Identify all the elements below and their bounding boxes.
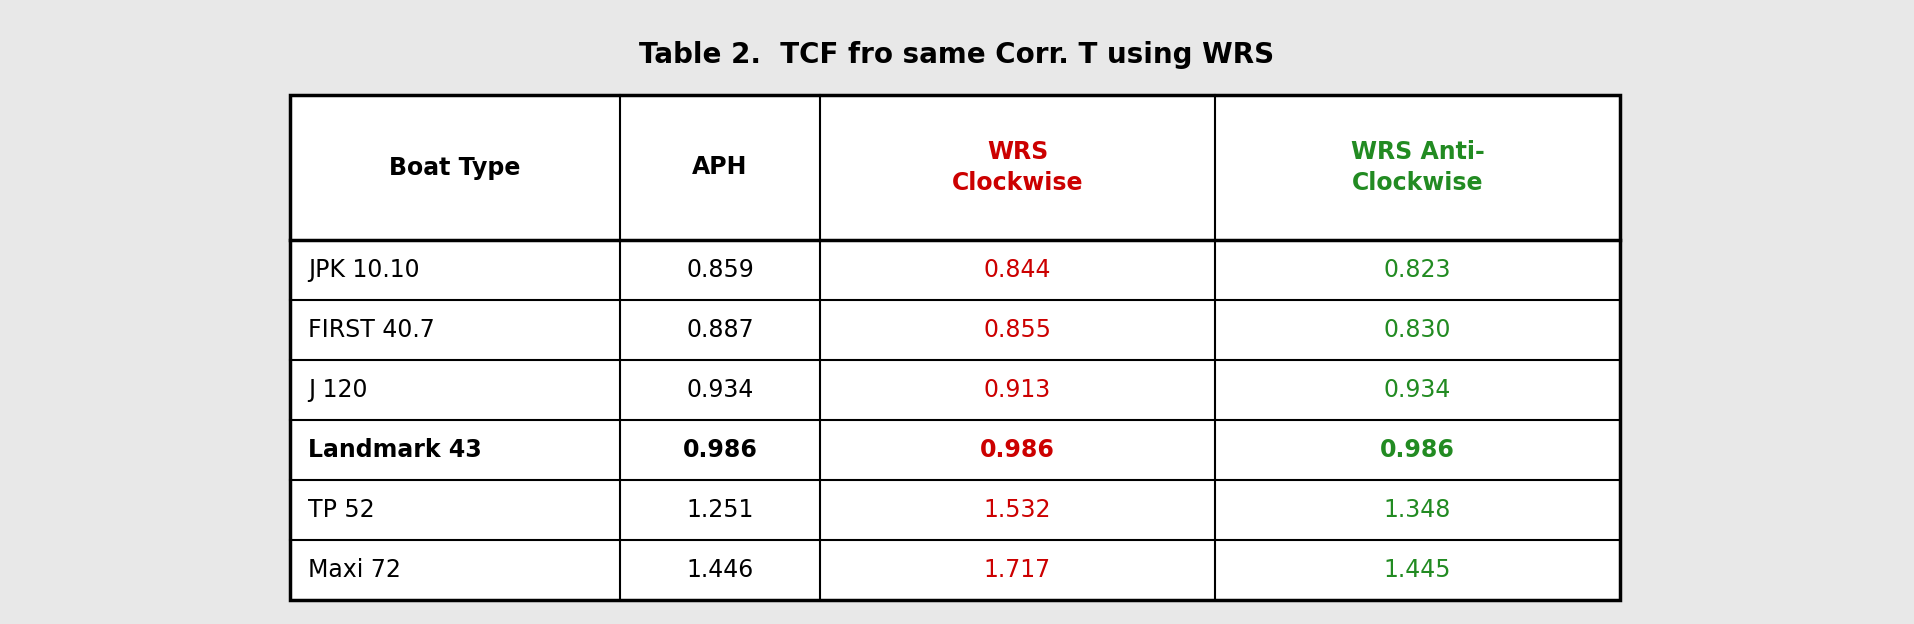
Text: 1.446: 1.446 (687, 558, 754, 582)
Text: Boat Type: Boat Type (389, 155, 521, 180)
Text: 0.844: 0.844 (984, 258, 1051, 282)
Text: 1.532: 1.532 (984, 498, 1051, 522)
Text: 0.986: 0.986 (980, 438, 1055, 462)
Text: 0.934: 0.934 (1384, 378, 1451, 402)
Text: WRS
Clockwise: WRS Clockwise (951, 140, 1083, 195)
Text: Maxi 72: Maxi 72 (308, 558, 400, 582)
Text: 0.859: 0.859 (685, 258, 754, 282)
Text: 1.348: 1.348 (1384, 498, 1451, 522)
Text: 1.717: 1.717 (984, 558, 1051, 582)
Text: 0.986: 0.986 (1380, 438, 1455, 462)
Text: Table 2.  TCF fro same Corr. T using WRS: Table 2. TCF fro same Corr. T using WRS (639, 41, 1275, 69)
Text: TP 52: TP 52 (308, 498, 375, 522)
Text: Landmark 43: Landmark 43 (308, 438, 482, 462)
Text: 0.913: 0.913 (984, 378, 1051, 402)
Text: JPK 10.10: JPK 10.10 (308, 258, 419, 282)
Text: 0.934: 0.934 (687, 378, 754, 402)
Text: FIRST 40.7: FIRST 40.7 (308, 318, 434, 342)
Text: WRS Anti-
Clockwise: WRS Anti- Clockwise (1351, 140, 1485, 195)
Text: 0.887: 0.887 (687, 318, 754, 342)
Text: J 120: J 120 (308, 378, 367, 402)
Text: 0.830: 0.830 (1384, 318, 1451, 342)
Bar (291, 95, 1619, 600)
Text: 0.986: 0.986 (683, 438, 758, 462)
Text: 0.823: 0.823 (1384, 258, 1451, 282)
Text: 1.445: 1.445 (1384, 558, 1451, 582)
Text: 1.251: 1.251 (687, 498, 754, 522)
Text: APH: APH (693, 155, 748, 180)
Text: 0.855: 0.855 (984, 318, 1051, 342)
